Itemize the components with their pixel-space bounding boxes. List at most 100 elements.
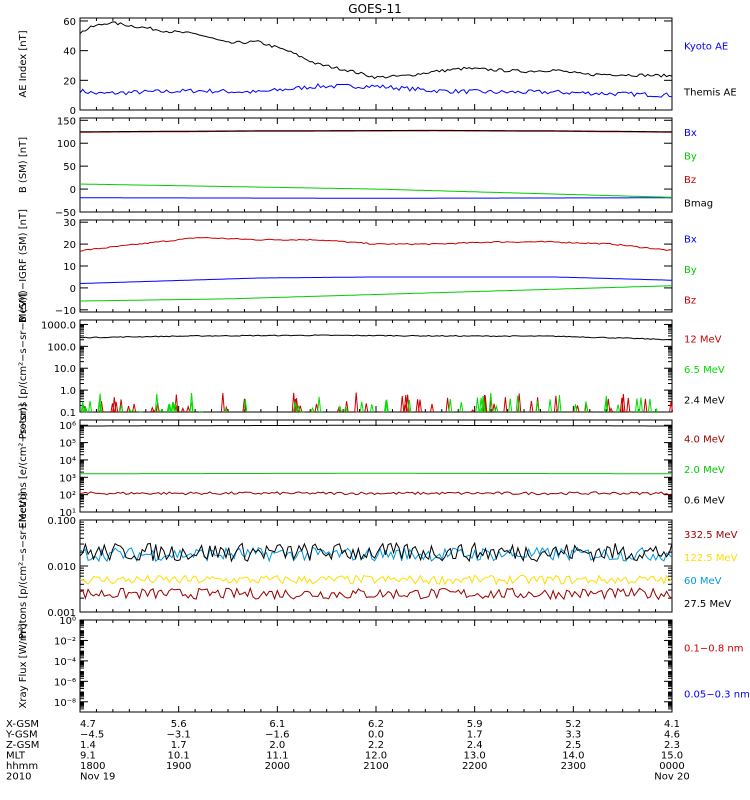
x-axis-value: 5.2 [565,719,581,730]
y-tick-label: 10³ [59,473,76,484]
spike [548,399,553,413]
x-axis-value: 15.0 [661,751,683,762]
x-axis-value: 9.1 [80,751,96,762]
spike [647,398,652,413]
spike [616,404,621,413]
spike [150,406,155,413]
y-tick-label: 100.0 [47,342,76,353]
spike [403,395,408,413]
x-axis-value: 6.1 [269,719,285,730]
series-1-line [79,276,672,284]
spike [369,404,374,413]
legend-label: 0.6 MeV [684,496,725,507]
y-tick-label: 0 [70,106,76,117]
x-axis-value: −4.5 [80,730,104,741]
spike [494,404,499,413]
spike [317,396,322,413]
series-3-line [79,236,673,252]
spike [604,395,609,413]
spike [224,407,228,413]
y-tick-label: 60 [63,17,76,28]
series-2-line [79,574,673,586]
y-tick-label: 20 [63,240,76,251]
y-tick-label: 1000.0 [41,320,76,331]
spike [128,409,132,413]
spike [110,403,115,413]
spike [293,401,298,413]
y-tick-label: 150 [57,116,76,127]
spike [296,405,301,413]
spike [189,401,194,413]
series-1-line [79,586,673,601]
spike [669,401,674,413]
x-axis-value: 12.0 [365,751,387,762]
y-tick-label: 0 [70,185,76,196]
spike [132,403,137,413]
y-axis-label: Electrons [e/(cm²−s−sr)] [18,403,29,528]
legend-label: By [684,152,697,163]
spike [417,399,422,413]
x-axis-value: 2200 [462,761,487,772]
y-tick-label: 40 [63,47,76,58]
x-axis-row-label: Z-GSM [6,740,39,751]
y-tick-label: −10 [55,306,76,317]
spike [400,395,405,413]
x-axis-row-label: X-GSM [6,719,39,730]
y-tick-label: 10⁻⁴ [54,657,76,668]
x-axis-value: 1900 [166,761,191,772]
y-axis-label: Protons [p/(cm²−s−sr−MeV)] [18,493,29,640]
y-tick-label: 10 [63,262,76,273]
spike [383,400,388,413]
spike [407,399,412,413]
y-tick-label: 10⁵ [59,439,76,450]
spike [573,404,578,413]
y-axis-label: B (SM) [nT] [18,137,29,193]
y-tick-label: 0.010 [47,562,76,573]
spike [220,393,225,413]
spike [97,400,102,413]
spike [626,397,631,413]
y-tick-label: 10⁰ [59,616,76,627]
y-tick-label: 10² [59,491,76,502]
spike [199,410,203,413]
spike [445,397,450,413]
x-axis-row-label: 2010 [6,772,31,783]
x-axis-value: 5.9 [467,719,483,730]
x-axis-value: 2.2 [368,740,384,751]
series-4-line [79,541,673,563]
series-3-line [79,334,673,341]
legend-label: By [684,265,697,276]
x-axis-value: −1.6 [265,730,289,741]
spike [621,393,626,413]
y-tick-label: 0 [70,284,76,295]
panel-frame [79,519,673,613]
y-axis-label: B (SM)−IGRF (SM) [nT] [18,209,29,323]
panel-6: 0.001 0.010 0.100 Protons [p/(cm²−s−sr−MeV)… [18,493,738,640]
series-1-line [79,491,673,496]
legend-label: 6.5 MeV [684,365,725,376]
spike [634,398,639,413]
panel-frame [79,419,673,513]
series-1-line [79,83,673,98]
panel-3: −10 0 10 20 30 B (SM)−IGRF (SM) [nT] Bx By Bz [18,209,697,323]
x-axis-value: 13.0 [464,751,486,762]
x-axis-value: 11.1 [266,751,288,762]
spike [243,398,248,413]
series-2-line [80,285,673,302]
spike [479,406,484,413]
spike [354,392,359,413]
x-axis-value: 5.6 [171,719,187,730]
x-axis-value: 2.5 [565,740,581,751]
spike [654,407,659,413]
spike [364,403,369,413]
spike [609,407,613,413]
x-axis-value: 2100 [363,761,388,772]
y-tick-label: 10⁴ [59,456,76,467]
spike [88,400,93,413]
x-axis-value: 2.3 [664,740,680,751]
spike [130,409,135,413]
spike [503,397,508,413]
spike [557,395,562,413]
x-axis-row-label: Y-GSM [5,730,38,741]
y-tick-label: −50 [55,208,76,219]
